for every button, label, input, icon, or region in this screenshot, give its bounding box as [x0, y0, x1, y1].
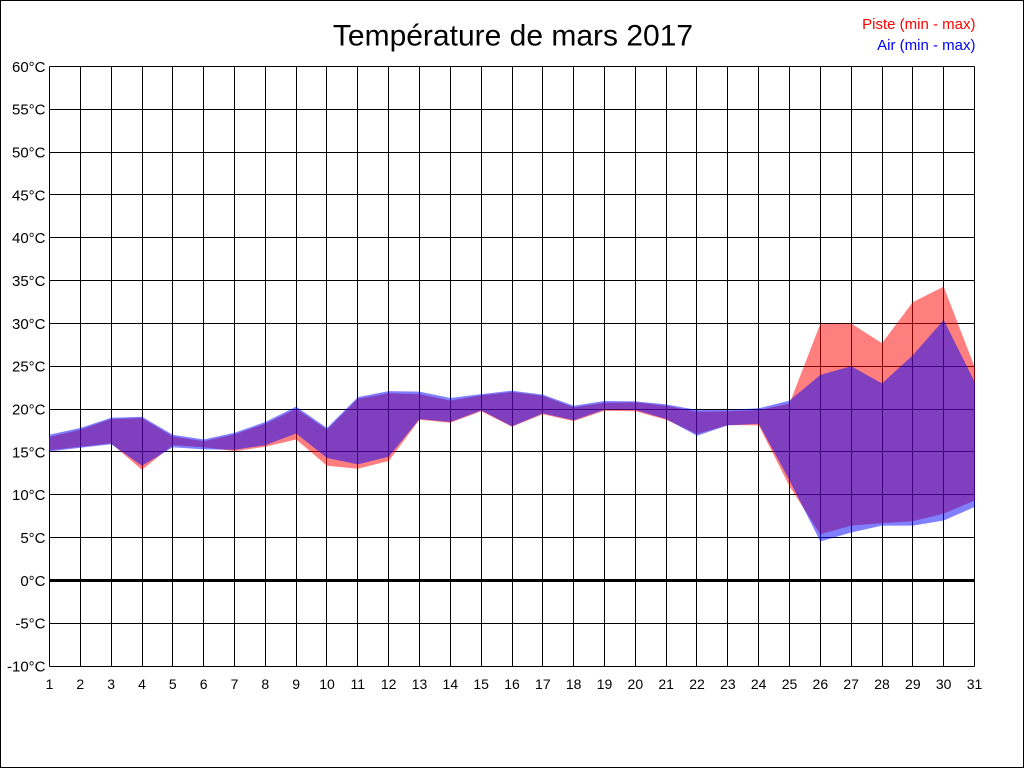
svg-text:5°C: 5°C	[20, 530, 45, 547]
svg-text:8: 8	[261, 676, 269, 692]
svg-text:9: 9	[292, 676, 300, 692]
svg-text:31: 31	[967, 676, 983, 692]
svg-text:25°C: 25°C	[12, 359, 46, 376]
svg-text:55°C: 55°C	[12, 102, 46, 119]
svg-text:5: 5	[169, 676, 177, 692]
svg-text:26: 26	[813, 676, 829, 692]
svg-text:10°C: 10°C	[12, 487, 46, 504]
svg-text:20: 20	[628, 676, 644, 692]
svg-text:15°C: 15°C	[12, 444, 46, 461]
svg-text:35°C: 35°C	[12, 273, 46, 290]
svg-text:3: 3	[107, 676, 115, 692]
svg-text:Piste (min - max): Piste (min - max)	[862, 16, 975, 33]
svg-text:16: 16	[504, 676, 520, 692]
svg-text:17: 17	[535, 676, 551, 692]
svg-text:19: 19	[597, 676, 613, 692]
svg-text:4: 4	[138, 676, 146, 692]
svg-text:7: 7	[231, 676, 239, 692]
svg-text:12: 12	[381, 676, 397, 692]
svg-text:20°C: 20°C	[12, 402, 46, 419]
svg-text:29: 29	[905, 676, 921, 692]
svg-text:30: 30	[936, 676, 952, 692]
svg-text:40°C: 40°C	[12, 230, 46, 247]
svg-text:10: 10	[319, 676, 335, 692]
svg-text:0°C: 0°C	[20, 573, 45, 590]
svg-text:-10°C: -10°C	[7, 659, 46, 676]
svg-text:-5°C: -5°C	[15, 616, 45, 633]
svg-text:15: 15	[473, 676, 489, 692]
svg-text:Température de mars 2017: Température de mars 2017	[333, 19, 693, 52]
svg-text:45°C: 45°C	[12, 187, 46, 204]
svg-text:14: 14	[443, 676, 459, 692]
svg-text:60°C: 60°C	[12, 59, 46, 76]
svg-text:1: 1	[46, 676, 54, 692]
svg-text:22: 22	[689, 676, 705, 692]
svg-text:18: 18	[566, 676, 582, 692]
svg-text:Air (min - max): Air (min - max)	[877, 37, 975, 54]
svg-text:2: 2	[76, 676, 84, 692]
svg-text:13: 13	[412, 676, 428, 692]
svg-text:25: 25	[782, 676, 798, 692]
svg-text:24: 24	[751, 676, 767, 692]
svg-text:23: 23	[720, 676, 736, 692]
svg-text:11: 11	[351, 676, 366, 692]
svg-text:6: 6	[200, 676, 208, 692]
svg-text:30°C: 30°C	[12, 316, 46, 333]
svg-text:28: 28	[874, 676, 890, 692]
svg-text:27: 27	[843, 676, 859, 692]
svg-text:21: 21	[658, 676, 674, 692]
svg-text:50°C: 50°C	[12, 145, 46, 162]
